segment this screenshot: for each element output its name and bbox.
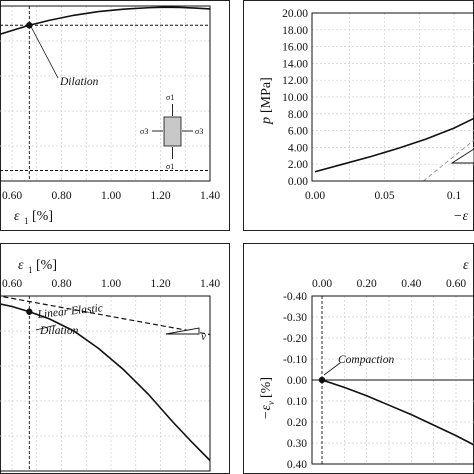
x-label-sub-bl: 1: [28, 265, 33, 275]
y-tick-label: 16.00: [282, 42, 308, 54]
x-tick-label: 0.60: [2, 190, 22, 202]
y-tick-label: -0.30: [283, 312, 307, 324]
x-tick-label: 0.1: [447, 190, 462, 202]
dilation-point: [26, 308, 33, 315]
x-label-sub-tl: 1: [24, 216, 29, 226]
chart-top-right: 20.00 18.00 16.00 14.00 12.00 10.00 8.00 6.00 4.…: [259, 8, 474, 224]
x-tick-label: 0.00: [312, 278, 332, 290]
y-tick-label: 0.30: [287, 438, 307, 450]
y-tick-label: -0.20: [283, 333, 307, 345]
annotation-dilation-tl: Dilation: [59, 76, 99, 88]
y-tick-label: 6.00: [288, 126, 308, 138]
x-tick-label: 1.00: [101, 278, 121, 290]
series-line: [0, 6, 211, 36]
x-tick-label: 0.80: [51, 278, 71, 290]
specimen-box: [163, 116, 182, 147]
y-tick-label: 0.40: [287, 459, 307, 471]
x-tick-label: 1.00: [101, 190, 121, 202]
y-tick-label: -0.40: [283, 291, 307, 303]
slope-triangle-bl: [165, 327, 200, 335]
plot-frame-tr: [311, 12, 474, 182]
y-label-unit-tr: [MPa]: [259, 77, 274, 113]
x-tick-label: 1.40: [200, 278, 220, 290]
y-tick-label: 8.00: [288, 109, 308, 121]
annotation-nu: ν: [201, 331, 207, 343]
plot-frame-br: [311, 295, 474, 465]
sigma1-bottom-label: σ1: [166, 162, 174, 171]
x-tick-label: 0.00: [305, 190, 325, 202]
plot-frame-tl: [0, 5, 211, 182]
slope-triangle-tr: [450, 148, 474, 164]
x-tick-label: 0.20: [357, 278, 377, 290]
panel-border-tr: [243, 0, 474, 231]
x-tick-label: 0.05: [374, 190, 394, 202]
x-tick-label: 0.40: [401, 278, 421, 290]
y-tick-label: 20.00: [282, 8, 308, 20]
y-tick-label: 10.00: [282, 92, 308, 104]
y-tick-label: 18.00: [282, 25, 308, 37]
y-tick-label: 0.20: [287, 417, 307, 429]
annotation-compaction: Compaction: [338, 354, 394, 366]
stress-element-inset: σ1 σ3 σ3 σ1: [140, 93, 203, 171]
x-tick-label: 1.40: [200, 190, 220, 202]
x-label-partial-br: ε: [463, 258, 469, 273]
x-label-partial-tr: −ε: [453, 209, 468, 224]
y-label-symbol-tr: p: [259, 117, 274, 125]
dilation-point: [26, 22, 33, 29]
panel-border-tl: [0, 0, 230, 231]
annotation-dilation-bl: Dilation: [39, 325, 79, 337]
sigma3-left-label: σ3: [140, 127, 148, 136]
y-tick-label: 12.00: [282, 75, 308, 87]
chart-bottom-left: 0.60 0.80 1.00 1.20 1.40 ε 1 [%] Linear Elas…: [0, 258, 220, 472]
dilation-leader: [35, 324, 57, 331]
x-tick-label: 1.20: [150, 190, 170, 202]
x-tick-label: 0.80: [51, 190, 71, 202]
dilation-leader: [30, 27, 59, 79]
y-tick-label: 4.00: [288, 142, 308, 154]
y-tick-label: -0.10: [283, 354, 307, 366]
y-tick-label: 2.00: [288, 159, 308, 171]
x-label-symbol-bl: ε: [18, 258, 24, 273]
y-tick-label: 0.00: [288, 176, 308, 188]
chart-bottom-right: -0.40 -0.30 -0.20 -0.10 0.00 0.10 0.20 0.30 0.40…: [259, 258, 474, 471]
y-label-unit-br: [%]: [259, 377, 274, 398]
x-tick-label: 0.60: [2, 278, 22, 290]
y-tick-label: 14.00: [282, 58, 308, 70]
x-label-symbol-tl: ε: [14, 209, 20, 224]
sigma3-right-label: σ3: [195, 127, 203, 136]
series-line: [0, 303, 211, 462]
sigma1-top-label: σ1: [166, 93, 174, 102]
plot-frame-bl: [0, 295, 211, 472]
x-label-unit-tl: [%]: [32, 209, 53, 224]
x-tick-label: 0.60: [446, 278, 466, 290]
x-label-unit-bl: [%]: [36, 258, 57, 273]
y-label-sub-br: v: [266, 401, 276, 405]
linear-elastic-line: [0, 295, 211, 336]
chart-top-left: 0.60 0.80 1.00 1.20 1.40 ε 1 [%] Dilation σ1…: [0, 5, 220, 226]
compaction-leader: [323, 362, 341, 376]
y-label-symbol-br: −ε: [259, 405, 274, 420]
series-line: [321, 379, 474, 446]
y-tick-label: 0.10: [287, 396, 307, 408]
y-tick-label: 0.00: [287, 375, 307, 387]
compaction-point: [318, 376, 326, 384]
x-tick-label: 1.20: [150, 278, 170, 290]
series-line: [314, 117, 474, 173]
